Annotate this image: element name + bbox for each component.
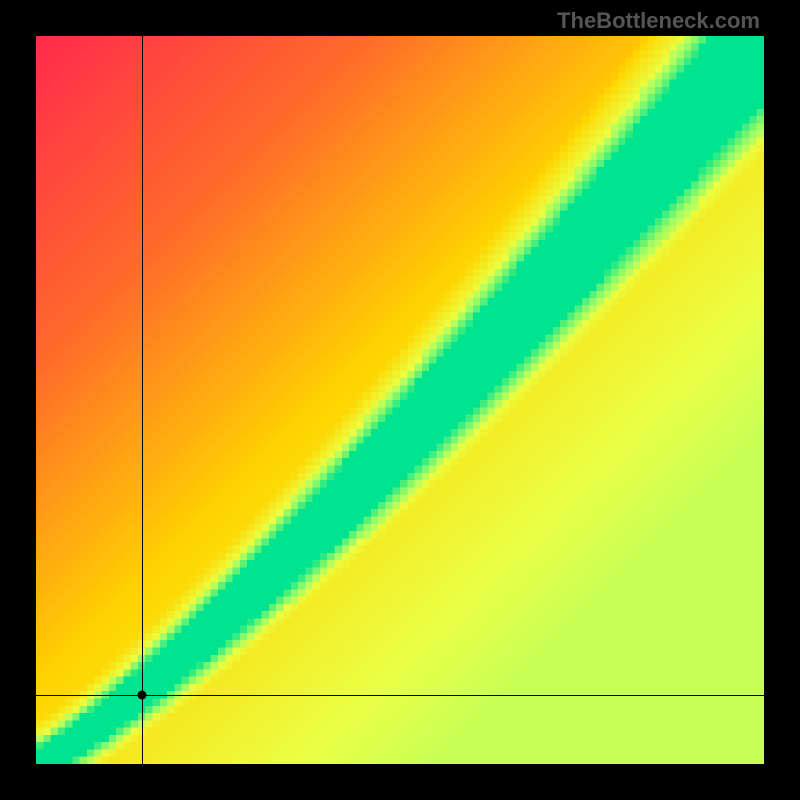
crosshair-vertical [142,36,143,764]
crosshair-marker [137,690,146,699]
heatmap-plot [36,36,764,764]
heatmap-canvas [36,36,764,764]
watermark-text: TheBottleneck.com [557,8,760,34]
